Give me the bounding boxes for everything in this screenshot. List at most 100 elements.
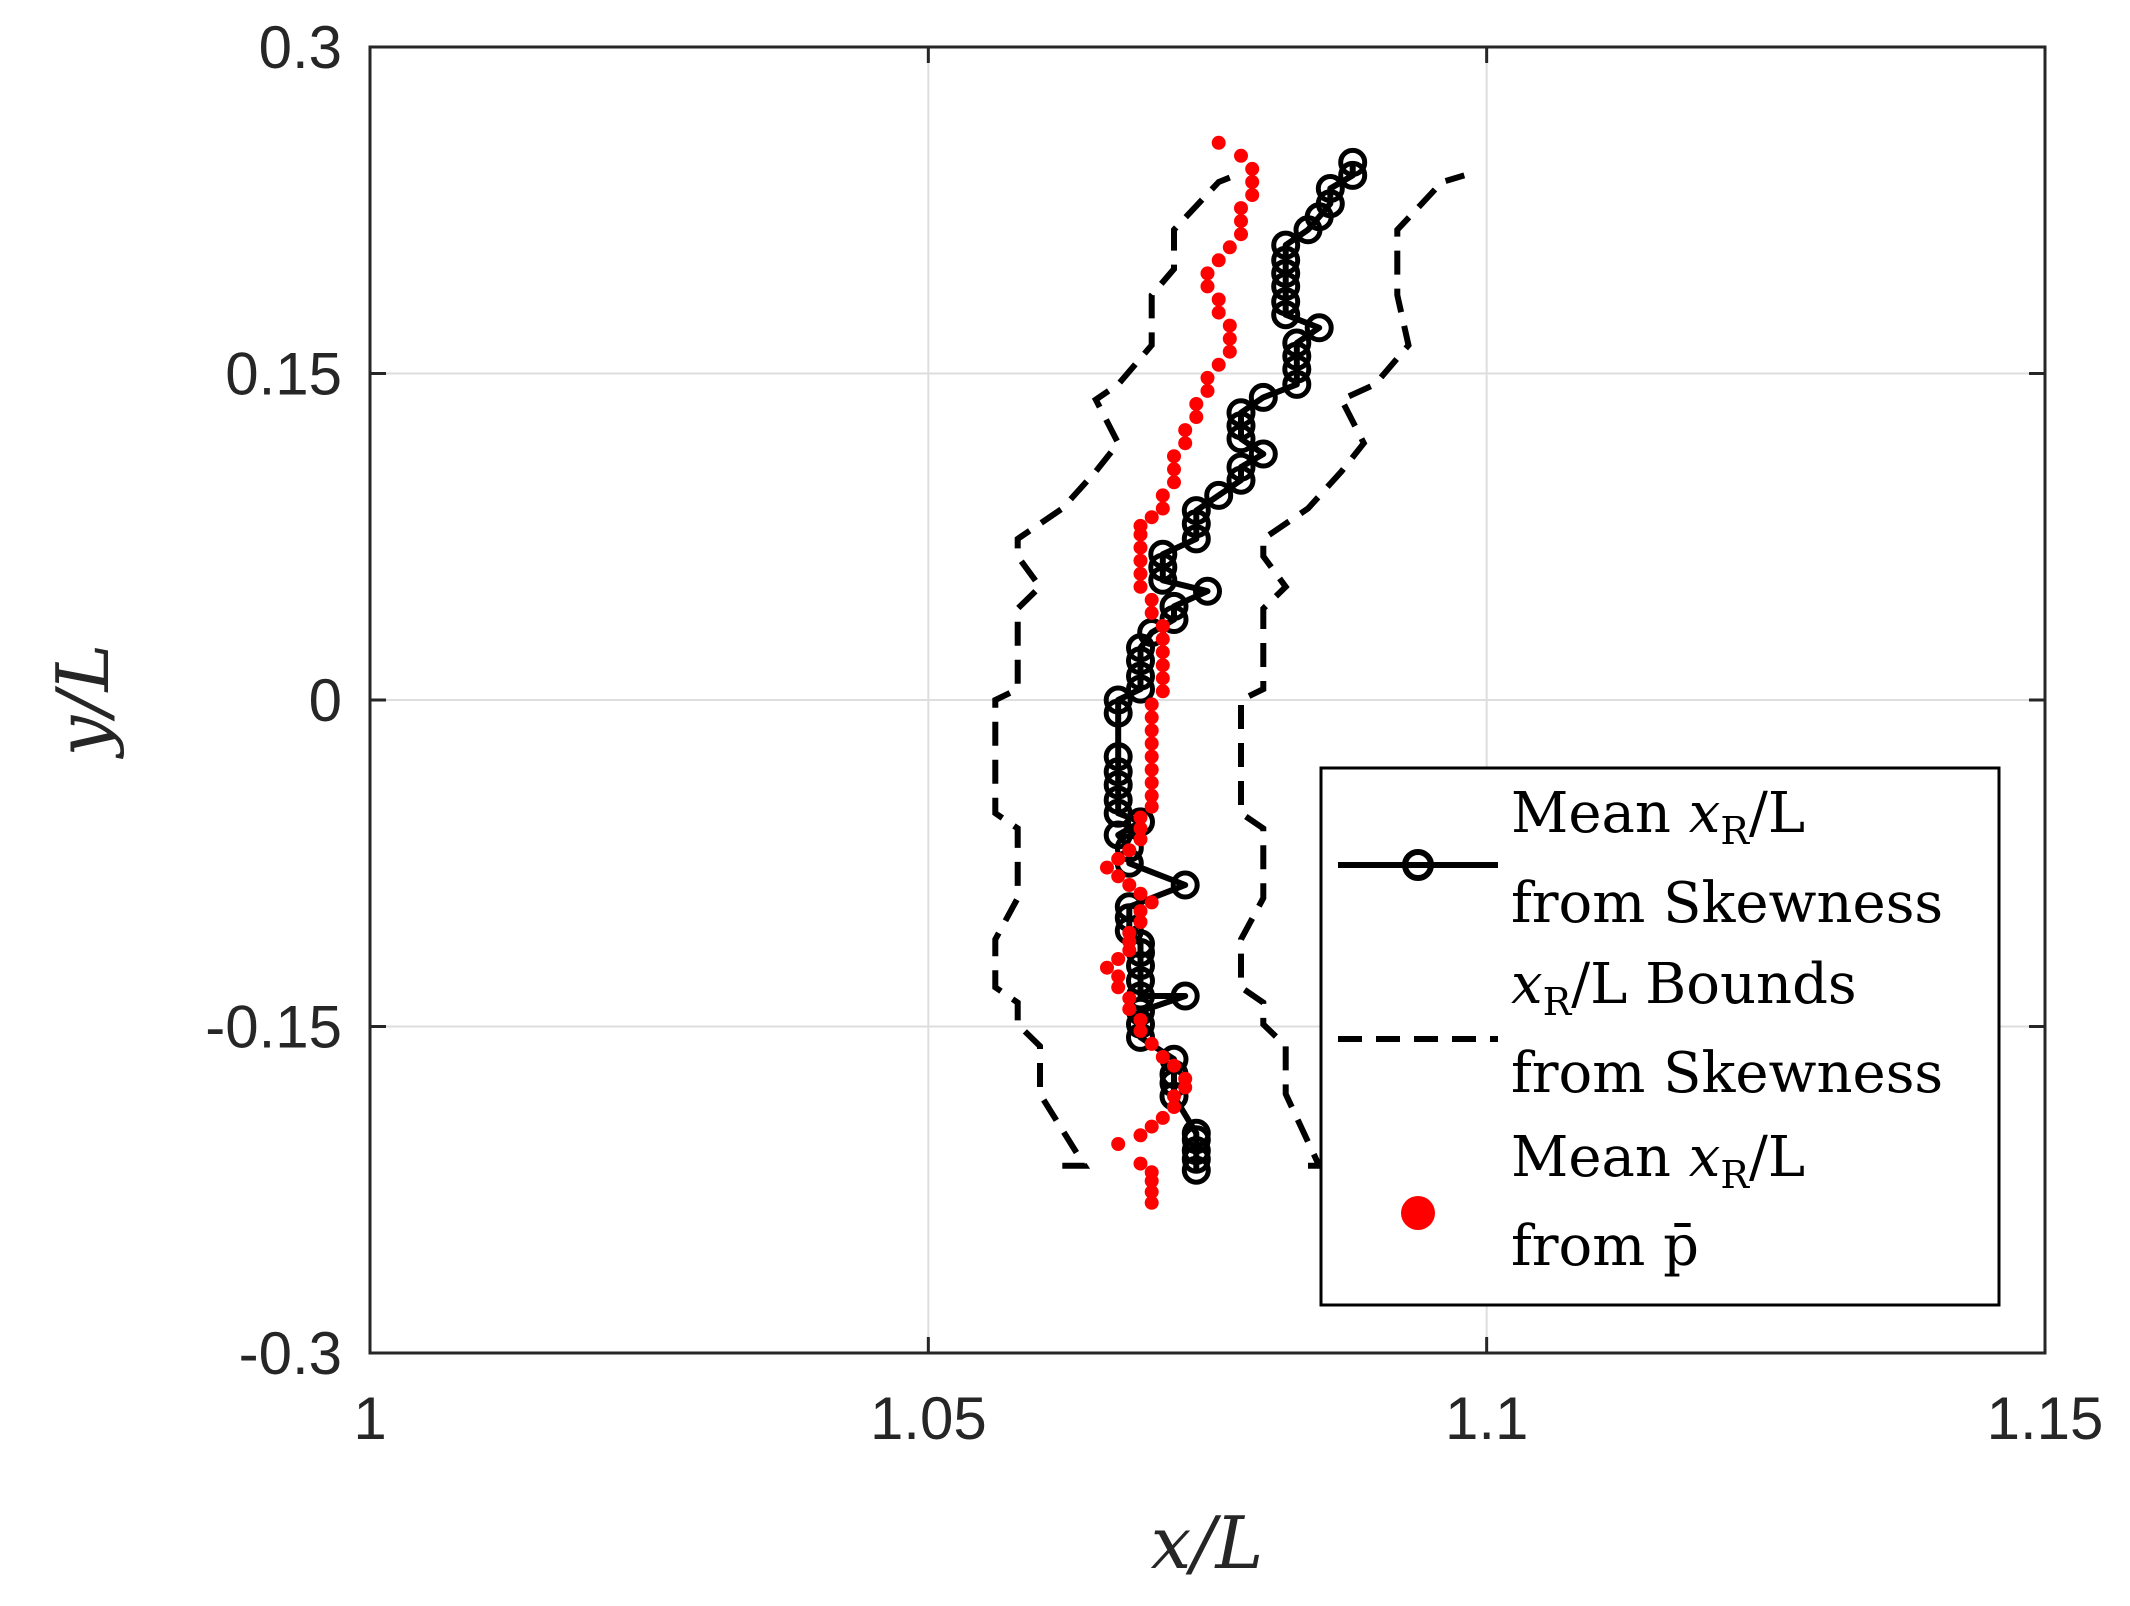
data-point <box>1211 357 1226 372</box>
data-point <box>1133 1023 1148 1038</box>
data-point <box>1103 770 1133 800</box>
data-point <box>1167 449 1181 464</box>
data-point <box>1315 174 1345 203</box>
legend-swatch-dot <box>1401 1196 1435 1230</box>
data-point <box>1155 658 1170 673</box>
data-point <box>1193 576 1222 606</box>
series-bound-upper <box>1238 172 1466 1169</box>
data-point <box>1200 383 1215 398</box>
x-tick-label: 1.05 <box>870 1385 987 1452</box>
legend-entry-1-line2: from Skewness <box>1511 871 1943 936</box>
data-point <box>1189 397 1204 411</box>
data-point <box>1148 539 1178 569</box>
legend: Mean xR/L from Skewness xR/L Bounds from… <box>1319 766 2001 1307</box>
data-point <box>1111 980 1126 995</box>
data-point <box>1155 501 1170 516</box>
data-point <box>1133 832 1148 847</box>
data-point <box>1155 632 1170 647</box>
y-tick-label: 0.3 <box>259 14 342 81</box>
ticks <box>368 45 2047 1355</box>
data-point <box>1144 1036 1159 1051</box>
data-point <box>1167 462 1181 477</box>
data-point <box>1245 175 1260 189</box>
data-point <box>1181 524 1211 554</box>
series-line <box>992 174 1231 1169</box>
data-point <box>1100 860 1114 875</box>
data-point <box>1111 851 1126 866</box>
data-point <box>1111 1137 1126 1151</box>
data-point <box>1144 1119 1159 1134</box>
x-tick-label: 1.1 <box>1445 1385 1528 1452</box>
data-point <box>1181 1155 1211 1185</box>
data-point <box>1167 1058 1181 1073</box>
data-point <box>1155 619 1170 633</box>
data-point <box>1234 201 1248 216</box>
data-point <box>1144 799 1159 814</box>
legend-entry-3-line2: from p̄ <box>1511 1214 1699 1279</box>
data-point <box>1211 305 1226 320</box>
data-point <box>1282 369 1312 399</box>
data-point <box>1226 398 1256 428</box>
data-point <box>1133 518 1148 533</box>
data-point <box>1133 540 1148 555</box>
data-point <box>1126 646 1155 676</box>
data-point <box>1181 1136 1211 1166</box>
data-point <box>1144 895 1159 910</box>
data-point <box>1234 227 1248 242</box>
data-point <box>1226 452 1256 482</box>
data-point <box>1133 915 1148 929</box>
data-point <box>1248 439 1278 469</box>
data-point <box>1167 1089 1181 1104</box>
y-tick-label: -0.15 <box>205 994 342 1061</box>
data-point <box>1126 661 1155 691</box>
data-point <box>1133 579 1148 594</box>
data-point <box>1271 258 1301 288</box>
data-point <box>1103 685 1133 715</box>
data-point <box>1245 188 1260 202</box>
y-tick-label: 0 <box>309 667 342 734</box>
data-point <box>1271 230 1301 260</box>
data-point <box>1226 411 1256 441</box>
data-point <box>1304 313 1334 343</box>
data-point <box>1144 592 1159 607</box>
data-point <box>1100 960 1114 975</box>
data-point <box>1282 328 1312 358</box>
data-point <box>1155 645 1170 660</box>
data-point <box>1204 480 1234 510</box>
x-tick-label: 1 <box>353 1385 386 1452</box>
data-point <box>1271 300 1301 330</box>
data-point <box>1111 969 1126 984</box>
data-point <box>1133 886 1148 901</box>
data-point <box>1222 331 1237 346</box>
x-axis-title: x/L <box>1151 1501 1264 1585</box>
data-point <box>1133 553 1148 568</box>
data-point <box>1338 160 1368 190</box>
data-point <box>1148 552 1178 582</box>
data-point <box>1103 785 1133 815</box>
data-point <box>1159 591 1189 621</box>
data-point <box>1211 135 1226 150</box>
data-point <box>1178 1071 1193 1086</box>
tick-labels: 1 1.05 1.1 1.15 0.3 0.15 0 -0.15 -0.3 <box>205 14 2103 1452</box>
legend-entry-3-line1: Mean xR/L <box>1511 1125 1805 1197</box>
data-point <box>1133 1156 1148 1171</box>
data-point <box>1167 475 1181 490</box>
data-point <box>1133 904 1148 919</box>
legend-entry-1-line1: Mean xR/L <box>1511 781 1805 853</box>
data-point <box>1144 510 1159 525</box>
data-point <box>1144 723 1159 738</box>
data-point <box>1144 762 1159 777</box>
data-point <box>1222 240 1237 255</box>
series-pbar-mean <box>1100 135 1260 1210</box>
y-tick-label: 0.15 <box>225 341 342 408</box>
data-point <box>1178 436 1193 451</box>
data-point <box>1170 981 1200 1011</box>
data-point <box>1133 821 1148 836</box>
data-point <box>1155 684 1170 699</box>
data-point <box>1155 671 1170 686</box>
data-point <box>1271 287 1301 317</box>
y-tick-label: -0.3 <box>239 1320 342 1387</box>
data-point <box>1189 410 1204 424</box>
legend-entry-2-line2: from Skewness <box>1511 1041 1943 1106</box>
